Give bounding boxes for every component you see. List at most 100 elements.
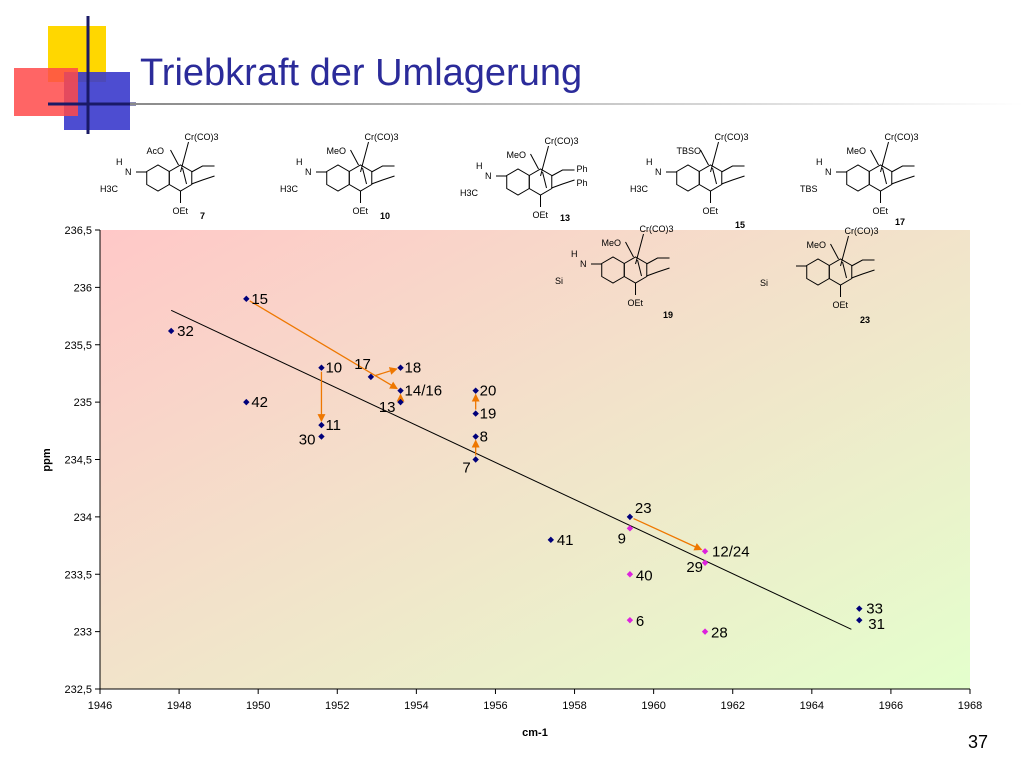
y-tick-label: 233 xyxy=(74,627,92,639)
point-label: 7 xyxy=(462,460,470,477)
shift-arrow xyxy=(633,517,703,551)
cr-bond xyxy=(710,141,719,173)
side-chain-bold xyxy=(191,175,215,185)
top-bond xyxy=(530,153,539,170)
data-point xyxy=(318,433,325,440)
ring xyxy=(676,164,700,192)
point-label: 33 xyxy=(866,601,883,618)
oet-label: OEt xyxy=(703,206,719,216)
point-label: 29 xyxy=(686,559,703,576)
oet-label: OEt xyxy=(533,210,549,220)
data-point xyxy=(701,548,709,555)
side-chain-bold xyxy=(891,175,915,185)
y-tick-label: 235 xyxy=(74,397,92,409)
data-point xyxy=(856,605,863,612)
x-tick-label: 1964 xyxy=(800,700,824,712)
amine-label: H3C xyxy=(630,184,649,194)
slide-decoration xyxy=(14,16,136,134)
amine-label: TBS xyxy=(800,184,818,194)
data-point xyxy=(243,295,250,303)
data-point xyxy=(167,327,175,335)
side-chain-bold xyxy=(646,267,670,277)
ring xyxy=(326,164,350,192)
side-chain xyxy=(891,165,915,173)
y-tick-label: 235,5 xyxy=(64,340,92,352)
point-label: 14/16 xyxy=(405,383,443,400)
oet-label: OEt xyxy=(353,206,369,216)
data-point xyxy=(472,433,479,440)
data-point xyxy=(472,387,479,394)
ring-bond xyxy=(712,167,718,185)
oet-label: OEt xyxy=(628,298,644,308)
structure-10: Cr(CO)3 MeO OEt NH H3C 10 xyxy=(280,132,399,221)
ring-bond xyxy=(842,261,848,279)
structure-13: Cr(CO)3 MeO OEt NH H3C Ph Ph 13 xyxy=(460,136,588,223)
compound-number: 23 xyxy=(860,315,870,325)
n-label: N xyxy=(580,259,587,269)
oet-label: OEt xyxy=(873,206,889,216)
compound-number: 7 xyxy=(200,211,205,221)
data-point xyxy=(547,536,555,544)
point-label: 41 xyxy=(557,532,574,549)
h-label: H xyxy=(296,157,303,167)
structures-panel: Cr(CO)3AcOOEtNHH3C7Cr(CO)3MeOOEtNHH3C10C… xyxy=(100,132,919,325)
cr-bond xyxy=(635,233,644,265)
x-tick-label: 1956 xyxy=(483,700,507,712)
top-substituent-label: MeO xyxy=(602,238,622,248)
ring-bond xyxy=(882,167,888,185)
top-bond xyxy=(170,149,179,166)
x-tick-label: 1950 xyxy=(246,700,270,712)
complex-label: Cr(CO)3 xyxy=(885,132,919,142)
point-label: 9 xyxy=(618,530,626,547)
ring xyxy=(168,164,193,192)
data-point xyxy=(701,559,709,566)
slide-title: Triebkraft der Umlagerung xyxy=(140,52,583,94)
x-axis-title: cm-1 xyxy=(522,727,548,739)
compound-number: 17 xyxy=(895,217,905,227)
top-substituent-label: TBSO xyxy=(677,146,702,156)
ph-label-2: Ph xyxy=(577,178,588,188)
data-point xyxy=(626,513,634,521)
point-label: 19 xyxy=(480,406,497,423)
structure-15: Cr(CO)3 TBSO OEt NH H3C 15 xyxy=(630,132,749,230)
complex-label: Cr(CO)3 xyxy=(715,132,749,142)
point-label: 40 xyxy=(636,567,653,584)
data-point xyxy=(701,628,709,635)
data-point xyxy=(397,364,404,371)
structure-17: Cr(CO)3 MeO OEt NH TBS 17 xyxy=(800,132,919,227)
data-point xyxy=(397,398,404,406)
plot-area xyxy=(100,230,970,689)
point-label: 31 xyxy=(868,616,885,633)
data-points xyxy=(167,295,863,635)
data-point xyxy=(367,373,375,381)
point-label: 8 xyxy=(480,429,488,446)
n-label: N xyxy=(305,167,312,177)
point-label: 13 xyxy=(379,399,396,416)
point-label: 20 xyxy=(480,383,497,400)
y-tick-label: 236 xyxy=(74,282,92,294)
trendline-line xyxy=(170,309,852,630)
n-label: N xyxy=(655,167,662,177)
ring xyxy=(846,164,870,192)
oet-label: OEt xyxy=(833,300,849,310)
point-label: 32 xyxy=(177,323,194,340)
structure-23: Cr(CO)3 MeO OEt Si 23 xyxy=(760,226,879,325)
top-bond xyxy=(830,243,839,260)
point-label: 28 xyxy=(711,625,728,642)
h-label: H xyxy=(646,157,653,167)
data-point xyxy=(243,398,250,406)
oet-label: OEt xyxy=(173,206,189,216)
x-tick-label: 1952 xyxy=(325,700,349,712)
ring xyxy=(146,164,170,192)
y-tick-label: 234 xyxy=(74,512,92,524)
data-point xyxy=(626,525,634,532)
side-chain-bold xyxy=(851,269,875,279)
data-point xyxy=(318,421,325,429)
complex-label: Cr(CO)3 xyxy=(545,136,579,146)
side-chain xyxy=(851,259,875,267)
y-axis-title: ppm xyxy=(41,448,53,471)
compound-number: 13 xyxy=(560,213,570,223)
complex-label: Cr(CO)3 xyxy=(185,132,219,142)
side-chain-bold xyxy=(551,179,575,189)
